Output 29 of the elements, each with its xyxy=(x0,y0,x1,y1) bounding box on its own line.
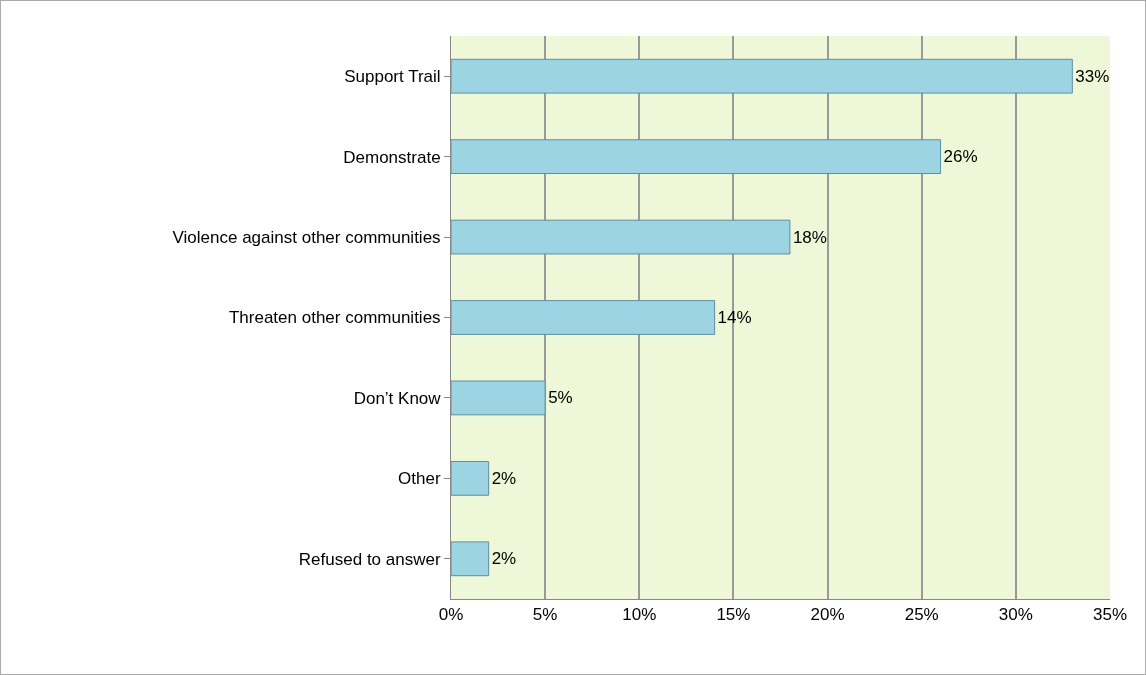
y-tick-label: Support Trail xyxy=(344,67,441,87)
data-label: 5% xyxy=(548,388,573,408)
x-tick-label: 35% xyxy=(1092,605,1128,625)
data-label: 26% xyxy=(943,147,978,167)
bar xyxy=(451,58,1073,94)
y-tick-label: Threaten other communities xyxy=(228,308,441,328)
bar xyxy=(451,460,490,496)
bar xyxy=(451,541,490,577)
data-label: 18% xyxy=(792,227,827,247)
y-tick-label: Refused to answer xyxy=(298,549,441,569)
x-tick-label: 0% xyxy=(438,605,464,625)
data-label: 14% xyxy=(717,308,752,327)
x-tick-label: 15% xyxy=(716,605,751,625)
y-tick-label: Violence against other communities xyxy=(172,228,441,248)
y-tick-label: Other xyxy=(398,469,441,489)
bar xyxy=(451,219,791,255)
x-tick-label: 25% xyxy=(904,605,939,625)
data-label: 2% xyxy=(491,549,517,569)
bar xyxy=(451,380,546,416)
bar xyxy=(451,139,942,175)
x-tick-label: 10% xyxy=(622,605,657,625)
data-label: 2% xyxy=(491,468,517,488)
y-tick-label: Demonstrate xyxy=(343,147,441,167)
bar xyxy=(451,300,716,335)
x-tick-label: 20% xyxy=(810,605,845,625)
x-tick-label: 30% xyxy=(998,605,1033,625)
x-tick-label: 5% xyxy=(532,605,558,625)
y-tick-label: Don’t Know xyxy=(353,388,442,408)
data-label: 33% xyxy=(1075,66,1110,86)
